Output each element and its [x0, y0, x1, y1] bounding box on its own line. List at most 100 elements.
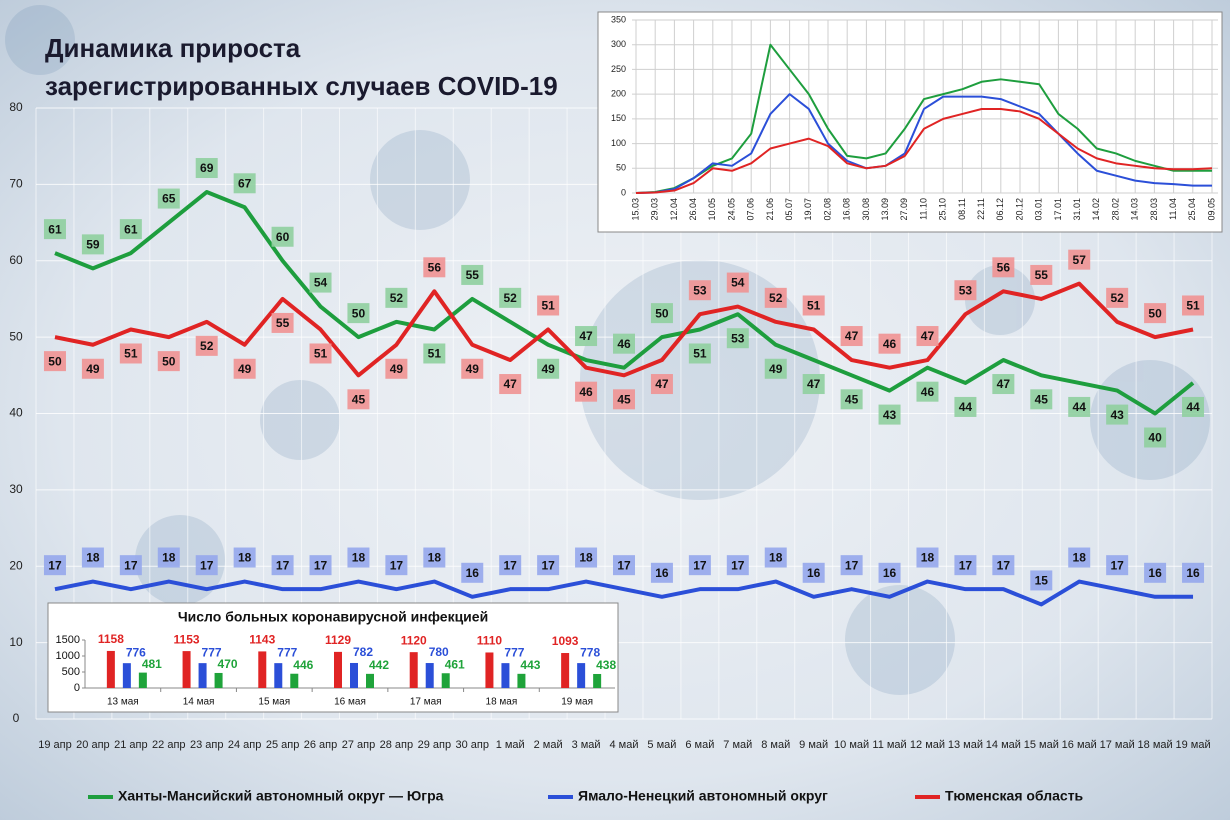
- value-label-box: [878, 404, 901, 425]
- value-label: 15: [1035, 574, 1049, 588]
- series-line: [635, 43, 1212, 194]
- value-label-box: [1030, 264, 1053, 285]
- x-tick-label: 11.10: [918, 198, 928, 220]
- value-label: 49: [466, 362, 480, 376]
- value-label-box: [309, 343, 332, 364]
- value-label: 18: [769, 551, 783, 565]
- y-tick-label: 50: [616, 163, 626, 173]
- y-tick-label: 60: [9, 253, 23, 267]
- bar: [501, 663, 510, 688]
- value-label-box: [195, 335, 218, 356]
- x-tick-label: 26.04: [688, 198, 698, 221]
- value-label: 47: [921, 329, 935, 343]
- value-label: 481: [142, 657, 162, 671]
- value-label: 1158: [98, 632, 124, 646]
- bar: [334, 651, 342, 688]
- value-label-box: [81, 358, 104, 379]
- value-label-box: [119, 555, 142, 576]
- x-tick-label: 13.09: [880, 198, 890, 221]
- value-label: 51: [807, 299, 821, 313]
- value-label: 47: [579, 329, 593, 343]
- value-label: 443: [520, 658, 540, 672]
- bar: [106, 650, 115, 688]
- x-tick-label: 1 май: [496, 739, 525, 751]
- value-label-box: [1106, 404, 1129, 425]
- inset-bar-chart: Число больных коронавирусной инфекцией 0 5…: [56, 609, 617, 708]
- value-label: 18: [162, 551, 176, 565]
- value-label-box: [81, 547, 104, 568]
- value-label-box: [499, 555, 522, 576]
- value-label-box: [157, 547, 180, 568]
- value-label-box: [802, 374, 825, 395]
- value-label-box: [385, 358, 408, 379]
- x-tick-label: 18 май: [1138, 739, 1173, 751]
- value-label: 776: [126, 645, 146, 659]
- y-tick-label: 350: [611, 14, 626, 24]
- bar: [214, 672, 223, 688]
- x-tick-label: 20 апр: [76, 739, 109, 751]
- value-label: 56: [997, 260, 1011, 274]
- bar: [274, 663, 283, 688]
- value-label-box: [461, 264, 484, 285]
- x-tick-label: 27 апр: [342, 739, 375, 751]
- value-label-box: [309, 555, 332, 576]
- value-label: 51: [1186, 299, 1200, 313]
- x-tick-label: 17 мая: [410, 697, 442, 708]
- x-tick-label: 23 апр: [190, 739, 223, 751]
- value-label-box: [764, 287, 787, 308]
- main-chart: 0 10 20 30 40 50 60 70 80 19 апр 20 апр 21 апр 22 ап…: [9, 100, 1213, 804]
- x-tick-label: 12 май: [910, 739, 945, 751]
- value-label-box: [423, 547, 446, 568]
- value-label: 61: [48, 222, 62, 236]
- value-label: 17: [314, 558, 328, 572]
- y-tick-label: 40: [9, 406, 23, 420]
- value-label: 442: [369, 658, 389, 672]
- value-label-box: [309, 272, 332, 293]
- value-label: 44: [1073, 400, 1087, 414]
- value-label: 49: [541, 362, 555, 376]
- value-label: 461: [445, 657, 465, 671]
- y-tick-label: 20: [9, 558, 23, 572]
- x-tick-label: 17 май: [1100, 739, 1135, 751]
- value-label: 46: [883, 337, 897, 351]
- value-label-box: [878, 562, 901, 583]
- value-label: 46: [617, 337, 631, 351]
- value-label: 51: [693, 347, 707, 361]
- y-tick-label: 200: [611, 89, 626, 99]
- value-label-box: [1068, 547, 1091, 568]
- x-tick-label: 30 апр: [456, 739, 489, 751]
- value-label: 16: [883, 566, 897, 580]
- value-label: 46: [921, 385, 935, 399]
- value-label: 17: [1110, 558, 1124, 572]
- value-label-box: [233, 547, 256, 568]
- value-label-box: [1106, 287, 1129, 308]
- bar: [258, 651, 267, 688]
- value-label: 17: [390, 558, 404, 572]
- value-label: 55: [1035, 268, 1049, 282]
- value-label-box: [119, 219, 142, 240]
- value-label-box: [195, 158, 218, 179]
- value-label-box: [461, 562, 484, 583]
- value-label-box: [1144, 427, 1167, 448]
- y-tick-label: 30: [9, 482, 23, 496]
- value-label: 17: [48, 558, 62, 572]
- x-tick-label: 08.11: [957, 198, 967, 220]
- value-label-box: [43, 351, 66, 372]
- x-tick-label: 16.08: [842, 198, 852, 221]
- value-label: 1120: [401, 633, 427, 647]
- value-label: 40: [1148, 431, 1162, 445]
- x-tick-label: 15 май: [1024, 739, 1059, 751]
- x-tick-label: 17.01: [1053, 198, 1063, 221]
- value-label: 67: [238, 176, 252, 190]
- value-label-box: [423, 343, 446, 364]
- value-label: 18: [86, 551, 100, 565]
- value-label-box: [764, 547, 787, 568]
- value-label: 16: [466, 566, 480, 580]
- value-label: 47: [504, 377, 518, 391]
- x-tick-label: 10 май: [834, 739, 869, 751]
- x-tick-label: 24 апр: [228, 739, 261, 751]
- value-label: 1129: [325, 633, 351, 647]
- series-line: [54, 281, 1194, 378]
- y-tick-label: 300: [611, 39, 626, 49]
